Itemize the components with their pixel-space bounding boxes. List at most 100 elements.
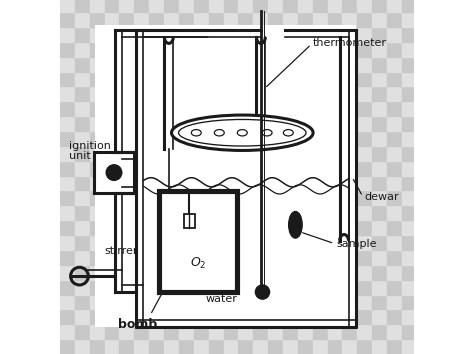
Bar bbox=[60, 309, 75, 324]
Bar bbox=[372, 250, 387, 265]
Bar bbox=[253, 42, 268, 57]
Bar bbox=[268, 295, 283, 309]
Bar bbox=[298, 161, 313, 176]
Bar bbox=[90, 205, 105, 220]
Bar bbox=[402, 57, 417, 72]
Bar bbox=[402, 86, 417, 101]
Ellipse shape bbox=[172, 115, 313, 150]
Bar bbox=[402, 280, 417, 295]
Bar bbox=[343, 42, 357, 57]
Bar bbox=[179, 101, 194, 116]
Bar bbox=[60, 161, 75, 176]
Bar bbox=[90, 339, 105, 354]
Bar bbox=[90, 235, 105, 250]
Bar bbox=[298, 0, 313, 12]
Bar bbox=[238, 280, 253, 295]
Bar bbox=[417, 176, 432, 190]
Bar bbox=[253, 116, 268, 131]
Bar bbox=[328, 309, 343, 324]
Bar bbox=[179, 86, 194, 101]
Bar bbox=[194, 131, 209, 146]
Bar bbox=[164, 324, 179, 339]
Bar bbox=[119, 161, 134, 176]
Bar bbox=[105, 295, 119, 309]
Bar bbox=[343, 309, 357, 324]
Bar bbox=[417, 57, 432, 72]
Bar bbox=[60, 131, 75, 146]
Bar bbox=[119, 86, 134, 101]
Bar bbox=[179, 161, 194, 176]
Bar bbox=[179, 250, 194, 265]
Bar bbox=[224, 295, 238, 309]
Bar bbox=[343, 220, 357, 235]
Bar bbox=[224, 339, 238, 354]
Bar bbox=[253, 27, 268, 42]
Bar bbox=[328, 235, 343, 250]
Bar bbox=[164, 309, 179, 324]
Bar bbox=[283, 176, 298, 190]
Bar bbox=[343, 146, 357, 161]
Bar bbox=[372, 116, 387, 131]
Bar bbox=[387, 309, 402, 324]
Bar bbox=[194, 42, 209, 57]
Bar bbox=[268, 0, 283, 12]
Bar bbox=[60, 42, 75, 57]
Bar bbox=[402, 220, 417, 235]
Bar bbox=[60, 205, 75, 220]
Bar bbox=[402, 161, 417, 176]
Bar bbox=[119, 57, 134, 72]
Bar bbox=[164, 101, 179, 116]
Bar bbox=[209, 42, 224, 57]
Bar bbox=[164, 86, 179, 101]
Bar bbox=[149, 324, 164, 339]
Bar bbox=[164, 250, 179, 265]
Bar bbox=[343, 161, 357, 176]
Bar bbox=[90, 309, 105, 324]
Bar bbox=[119, 265, 134, 280]
Bar bbox=[238, 0, 253, 12]
Bar bbox=[75, 57, 90, 72]
Bar bbox=[134, 235, 149, 250]
Bar bbox=[105, 205, 119, 220]
Bar bbox=[387, 339, 402, 354]
Bar bbox=[343, 176, 357, 190]
Bar bbox=[159, 191, 237, 292]
Bar bbox=[134, 72, 149, 86]
Bar bbox=[179, 57, 194, 72]
Bar bbox=[164, 220, 179, 235]
Bar bbox=[283, 12, 298, 27]
Bar bbox=[75, 176, 90, 190]
Bar bbox=[134, 161, 149, 176]
Bar bbox=[328, 131, 343, 146]
Bar bbox=[209, 161, 224, 176]
Bar bbox=[179, 0, 194, 12]
Bar bbox=[328, 101, 343, 116]
Bar bbox=[357, 131, 372, 146]
Bar bbox=[417, 86, 432, 101]
Bar bbox=[387, 161, 402, 176]
Bar bbox=[387, 265, 402, 280]
Bar bbox=[134, 339, 149, 354]
Bar bbox=[75, 116, 90, 131]
Bar bbox=[357, 205, 372, 220]
Bar bbox=[179, 339, 194, 354]
Bar bbox=[283, 86, 298, 101]
Bar bbox=[194, 101, 209, 116]
Bar bbox=[357, 86, 372, 101]
Bar bbox=[357, 250, 372, 265]
Bar bbox=[328, 176, 343, 190]
Bar bbox=[224, 101, 238, 116]
Bar bbox=[149, 72, 164, 86]
Bar bbox=[357, 101, 372, 116]
Bar bbox=[134, 205, 149, 220]
Bar bbox=[268, 235, 283, 250]
Bar bbox=[164, 0, 179, 12]
Bar bbox=[328, 280, 343, 295]
Bar bbox=[209, 250, 224, 265]
Bar bbox=[313, 57, 328, 72]
Bar bbox=[224, 42, 238, 57]
Bar bbox=[224, 309, 238, 324]
Bar bbox=[283, 190, 298, 205]
Bar bbox=[194, 57, 209, 72]
Bar bbox=[372, 190, 387, 205]
